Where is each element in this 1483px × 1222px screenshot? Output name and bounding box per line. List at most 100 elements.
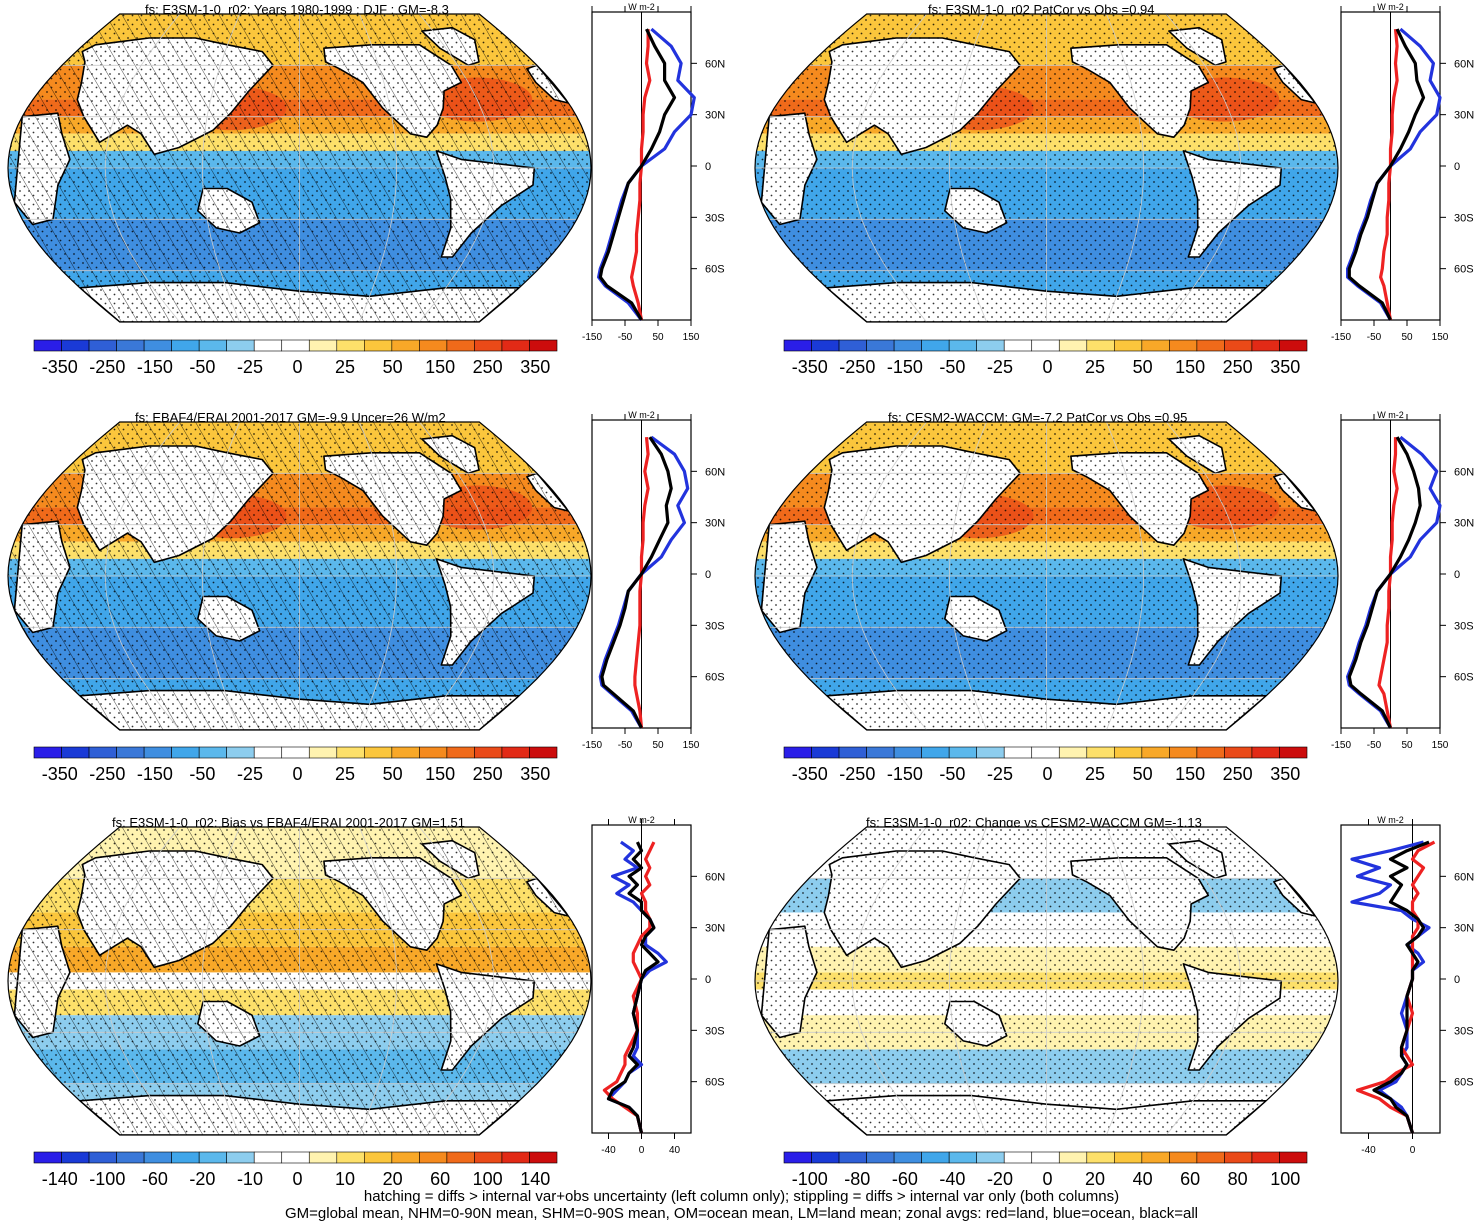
map-panel-6	[754, 826, 1339, 1136]
colorbar-tick-label: 140	[520, 1169, 550, 1189]
colorbar-tick-label: 250	[473, 764, 503, 784]
graticule-lon	[1106, 827, 1145, 1135]
colorbar-swatch	[419, 746, 448, 759]
zonal-series-line	[1378, 28, 1399, 321]
colorbar-swatch	[391, 1151, 420, 1164]
zonal-y-tick-label: 30S	[1454, 620, 1474, 632]
map-panel-1	[7, 13, 592, 323]
zonal-y-tick-label: 60S	[1454, 1077, 1474, 1089]
colorbar-swatch	[948, 1151, 977, 1164]
colorbar-swatch	[1114, 339, 1143, 352]
colorbar-tick-label: 25	[335, 764, 355, 784]
graticule-lon	[419, 422, 495, 730]
colorbar-swatch	[1003, 339, 1033, 352]
graticule-lon	[948, 422, 987, 730]
colorbar-tick-label: 25	[1085, 764, 1105, 784]
colorbar-swatch	[198, 746, 227, 759]
graticule-lon	[419, 827, 495, 1135]
colorbar-tick-label: -20	[189, 1169, 215, 1189]
colorbar-swatch	[61, 746, 90, 759]
zonal-x-tick-label: -150	[582, 332, 602, 343]
colorbar-swatch	[783, 339, 812, 352]
zonal-x-tick-label: 50	[1401, 332, 1413, 343]
colorbar-swatch	[1114, 746, 1143, 759]
colorbar-swatch	[529, 339, 558, 352]
zonal-x-tick-label: 150	[1432, 332, 1449, 343]
map-field	[8, 827, 591, 1135]
colorbar-tick-label: 0	[292, 1169, 302, 1189]
colorbar-swatch	[1114, 1151, 1143, 1164]
colorbar-tick-label: 250	[1223, 357, 1253, 377]
graticule-lon	[1166, 422, 1242, 730]
colorbar-swatch	[1141, 339, 1170, 352]
colorbar-swatch	[948, 339, 977, 352]
colorbar-swatch	[1279, 746, 1308, 759]
colorbar-tick-label: -40	[939, 1169, 965, 1189]
colorbar-3: -350 -250 -150 -50 -25 0 25 50 150 250 350	[33, 746, 558, 784]
colorbar-swatch	[976, 339, 1005, 352]
colorbar-tick-label: -80	[844, 1169, 870, 1189]
colorbar-tick-label: 100	[473, 1169, 503, 1189]
map-panel-3	[7, 421, 592, 731]
zonal-panel-6: W m-2 -40 0 60N 30N 0 30S 60S	[1340, 815, 1474, 1156]
colorbar-swatch	[811, 1151, 840, 1164]
graticule-lon	[104, 14, 180, 322]
colorbar-tick-label: 60	[1180, 1169, 1200, 1189]
colorbar-tick-label: -50	[189, 764, 215, 784]
map-field	[755, 422, 1338, 730]
zonal-y-tick-label: 0	[1454, 569, 1460, 581]
colorbar-swatch	[198, 1151, 227, 1164]
zonal-y-tick-label: 60N	[705, 466, 725, 478]
map-panel-2	[754, 13, 1339, 323]
graticule-lon	[419, 14, 495, 322]
colorbar-swatch	[1196, 746, 1225, 759]
colorbar-swatch	[336, 1151, 365, 1164]
colorbar-swatch	[253, 1151, 283, 1164]
colorbar-swatch	[171, 746, 200, 759]
colorbar-swatch	[948, 746, 977, 759]
zonal-x-tick-label: 50	[652, 740, 664, 751]
zonal-x-tick-label: 50	[652, 332, 664, 343]
zonal-x-tick-label: -50	[1367, 740, 1382, 751]
colorbar-tick-label: -250	[839, 357, 875, 377]
colorbar-swatch	[308, 339, 338, 352]
zonal-units-label: W m-2	[1377, 2, 1404, 12]
zonal-x-tick-label: -40	[1361, 1145, 1376, 1156]
colorbar-swatch	[1169, 746, 1198, 759]
colorbar-swatch	[446, 339, 475, 352]
colorbar-tick-label: -150	[137, 764, 173, 784]
colorbar-swatch	[33, 339, 62, 352]
zonal-panel-3: W m-2 -150 -50 50 150 60N 30N 0 30S 60S	[582, 410, 725, 751]
graticule-lon	[359, 827, 398, 1135]
colorbar-swatch	[783, 746, 812, 759]
graticule-lon	[201, 827, 240, 1135]
zonal-y-tick-label: 30S	[1454, 212, 1474, 224]
colorbar-swatch	[308, 746, 338, 759]
colorbar-2: -350 -250 -150 -50 -25 0 25 50 150 250 350	[783, 339, 1308, 377]
panel-title-5: fs: E3SM-1-0_r02: Bias vs EBAF4/ERAI 200…	[112, 815, 465, 830]
colorbar-tick-label: 10	[335, 1169, 355, 1189]
zonal-y-tick-label: 30N	[1454, 518, 1474, 530]
zonal-frame	[1340, 824, 1441, 1134]
colorbar-4: -350 -250 -150 -50 -25 0 25 50 150 250 350	[783, 746, 1308, 784]
graticule-lon	[948, 827, 987, 1135]
colorbar-tick-label: -350	[792, 357, 828, 377]
colorbar-swatch	[143, 339, 172, 352]
colorbar-swatch	[281, 746, 310, 759]
colorbar-tick-label: 150	[1175, 357, 1205, 377]
colorbar-tick-label: 25	[335, 357, 355, 377]
colorbar-swatch	[529, 746, 558, 759]
colorbar-swatch	[1141, 746, 1170, 759]
colorbar-swatch	[838, 746, 867, 759]
map-border	[754, 826, 1339, 1136]
colorbar-swatch	[33, 746, 62, 759]
zonal-y-tick-label: 60S	[1454, 672, 1474, 684]
zonal-x-tick-label: -50	[618, 740, 633, 751]
colorbar-tick-label: 60	[430, 1169, 450, 1189]
colorbar-swatch	[281, 1151, 310, 1164]
colorbar-swatch	[893, 746, 922, 759]
zonal-series-line	[1347, 436, 1422, 729]
